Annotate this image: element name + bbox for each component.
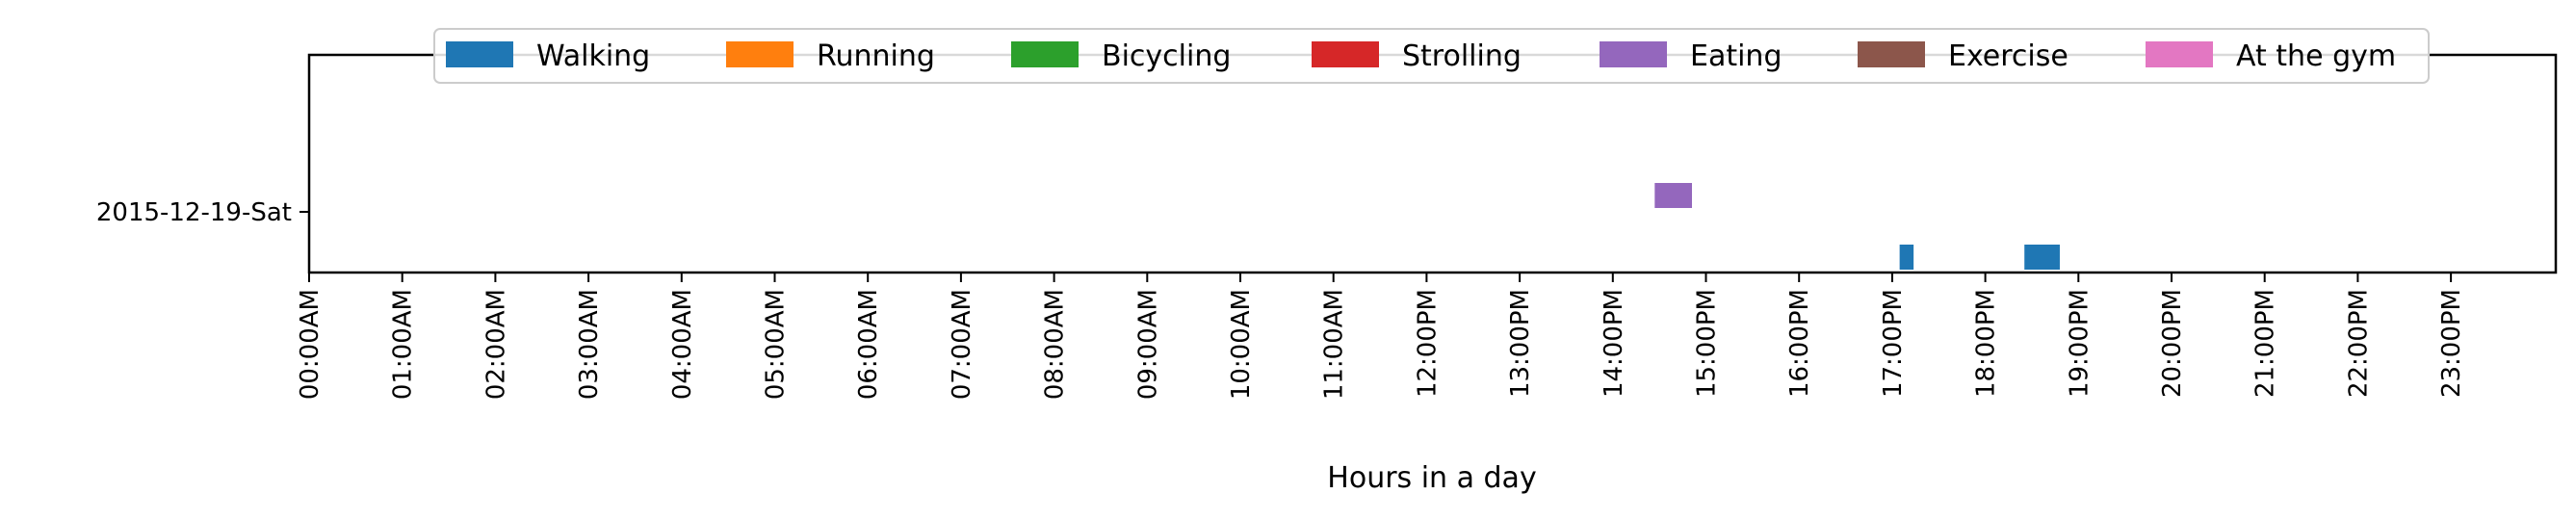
legend: Walking Running Bicycling Strolling Eating Ex…	[433, 28, 2430, 84]
x-tick-label: 07:00AM	[948, 289, 976, 400]
x-tick-label: 03:00AM	[575, 289, 604, 400]
x-tick-label: 17:00PM	[1879, 289, 1908, 398]
legend-swatch	[1858, 41, 1925, 67]
bar-walking	[2024, 245, 2060, 270]
legend-label: Running	[817, 39, 935, 73]
x-tick-label: 00:00AM	[296, 289, 325, 400]
legend-swatch	[1600, 41, 1667, 67]
legend-swatch	[1312, 41, 1379, 67]
legend-swatch	[726, 41, 794, 67]
x-tick-label: 22:00PM	[2344, 289, 2373, 398]
legend-label: Strolling	[1402, 39, 1522, 73]
legend-frame	[433, 28, 2430, 84]
legend-label: Bicycling	[1102, 39, 1231, 73]
legend-label: Walking	[536, 39, 650, 73]
x-tick-label: 20:00PM	[2158, 289, 2187, 398]
y-tick-label: 2015-12-19-Sat	[96, 198, 292, 227]
x-tick-label: 08:00AM	[1041, 289, 1070, 400]
x-tick-label: 12:00PM	[1413, 289, 1442, 398]
x-tick-label: 10:00AM	[1227, 289, 1256, 400]
bar-walking	[1899, 245, 1914, 270]
x-tick-label: 02:00AM	[481, 289, 510, 400]
x-tick-label: 11:00AM	[1320, 289, 1349, 400]
x-tick-label: 21:00PM	[2251, 289, 2280, 398]
x-tick-label: 13:00PM	[1506, 289, 1535, 398]
x-tick-label: 16:00PM	[1785, 289, 1814, 398]
legend-label: Eating	[1690, 39, 1782, 73]
x-tick-label: 23:00PM	[2437, 289, 2466, 398]
x-tick-label: 19:00PM	[2065, 289, 2094, 398]
x-tick-label: 06:00AM	[854, 289, 883, 400]
x-tick-label: 05:00AM	[762, 289, 791, 400]
x-tick-label: 01:00AM	[389, 289, 418, 400]
legend-swatch	[2146, 41, 2213, 67]
legend-swatch	[1011, 41, 1079, 67]
x-tick-label: 09:00AM	[1133, 289, 1162, 400]
legend-label: At the gym	[2236, 39, 2396, 73]
bars-layer	[1654, 183, 2060, 270]
x-tick-label: 18:00PM	[1972, 289, 2001, 398]
x-axis-label: Hours in a day	[1327, 461, 1536, 495]
x-tick-label: 15:00PM	[1693, 289, 1722, 398]
x-axis: 00:00AM 01:00AM 02:00AM 03:00AM 04:00AM 05:00…	[296, 273, 2466, 400]
x-tick-label: 14:00PM	[1600, 289, 1628, 398]
bar-eating	[1654, 183, 1692, 208]
y-axis: 2015-12-19-Sat	[96, 198, 309, 227]
legend-swatch	[446, 41, 513, 67]
plot-frame	[307, 53, 2558, 274]
x-tick-label: 04:00AM	[668, 289, 697, 400]
legend-label: Exercise	[1948, 39, 2069, 73]
